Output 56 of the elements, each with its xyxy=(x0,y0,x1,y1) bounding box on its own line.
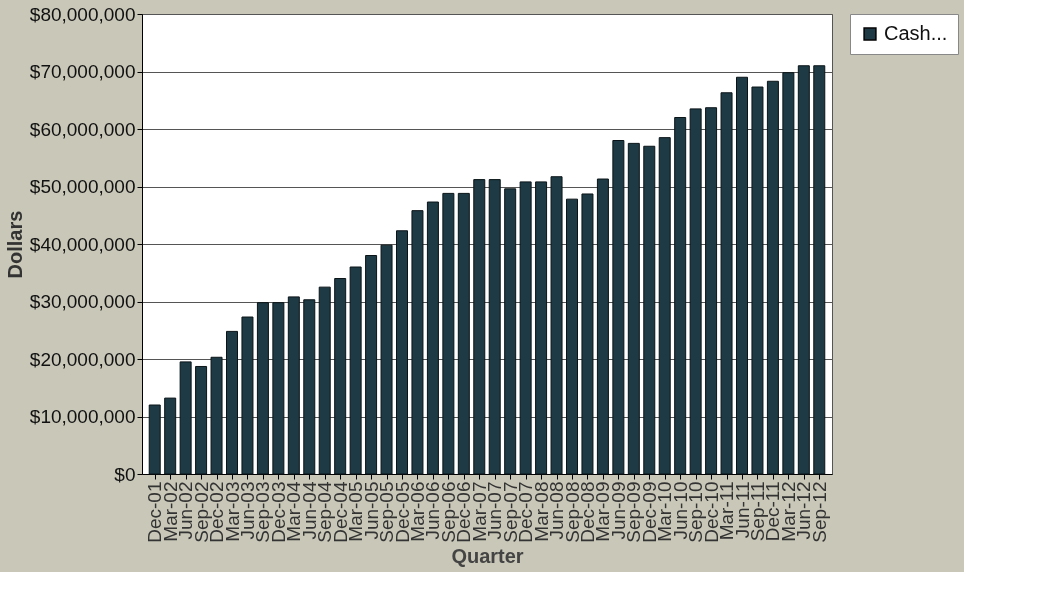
x-axis-title: Quarter xyxy=(451,544,524,567)
bar xyxy=(751,86,764,475)
y-tick-label: $0 xyxy=(114,463,136,485)
y-axis-title: Dollars xyxy=(3,210,26,279)
y-tick-label: $70,000,000 xyxy=(29,61,136,82)
bar xyxy=(442,192,455,475)
bar xyxy=(226,330,238,475)
bar xyxy=(334,278,347,475)
bar xyxy=(566,198,578,475)
bar xyxy=(813,65,826,475)
bar xyxy=(457,192,470,475)
bar xyxy=(287,296,300,475)
bar xyxy=(736,76,748,475)
bar xyxy=(581,193,594,475)
bar xyxy=(674,117,687,475)
bar xyxy=(797,65,810,475)
bar xyxy=(473,179,486,475)
bar xyxy=(318,286,331,475)
bar xyxy=(612,140,625,475)
bar xyxy=(535,181,548,475)
bar xyxy=(256,302,269,475)
bar xyxy=(596,178,609,475)
bar xyxy=(705,107,718,475)
y-tick-label: $60,000,000 xyxy=(29,118,136,140)
bar xyxy=(658,137,671,475)
y-tick-label: $20,000,000 xyxy=(29,348,136,370)
bar xyxy=(241,316,254,475)
bar xyxy=(349,266,362,475)
bar xyxy=(488,179,501,475)
bar xyxy=(272,302,285,475)
bar xyxy=(766,80,779,475)
y-tick-label: $30,000,000 xyxy=(29,291,136,312)
y-tick-label: $10,000,000 xyxy=(29,406,136,427)
bar xyxy=(195,365,208,475)
bar xyxy=(643,145,656,475)
bar xyxy=(689,108,702,475)
bar xyxy=(720,92,733,475)
legend-label: Cash... xyxy=(884,22,948,44)
bar xyxy=(426,201,439,475)
bar xyxy=(210,356,223,475)
bar xyxy=(782,72,795,475)
bar xyxy=(550,176,563,475)
y-tick-label: $80,000,000 xyxy=(29,3,136,25)
bar xyxy=(303,299,316,475)
bar xyxy=(164,397,177,475)
y-tick-label: $50,000,000 xyxy=(29,176,136,197)
y-tick-label: $40,000,000 xyxy=(29,233,136,255)
bar xyxy=(148,404,161,475)
bar xyxy=(411,210,424,475)
bar xyxy=(396,230,408,475)
bar xyxy=(627,142,640,475)
bar xyxy=(179,361,192,475)
bar xyxy=(519,181,532,475)
bar xyxy=(504,188,517,475)
bar xyxy=(365,255,378,475)
bar xyxy=(380,244,393,475)
